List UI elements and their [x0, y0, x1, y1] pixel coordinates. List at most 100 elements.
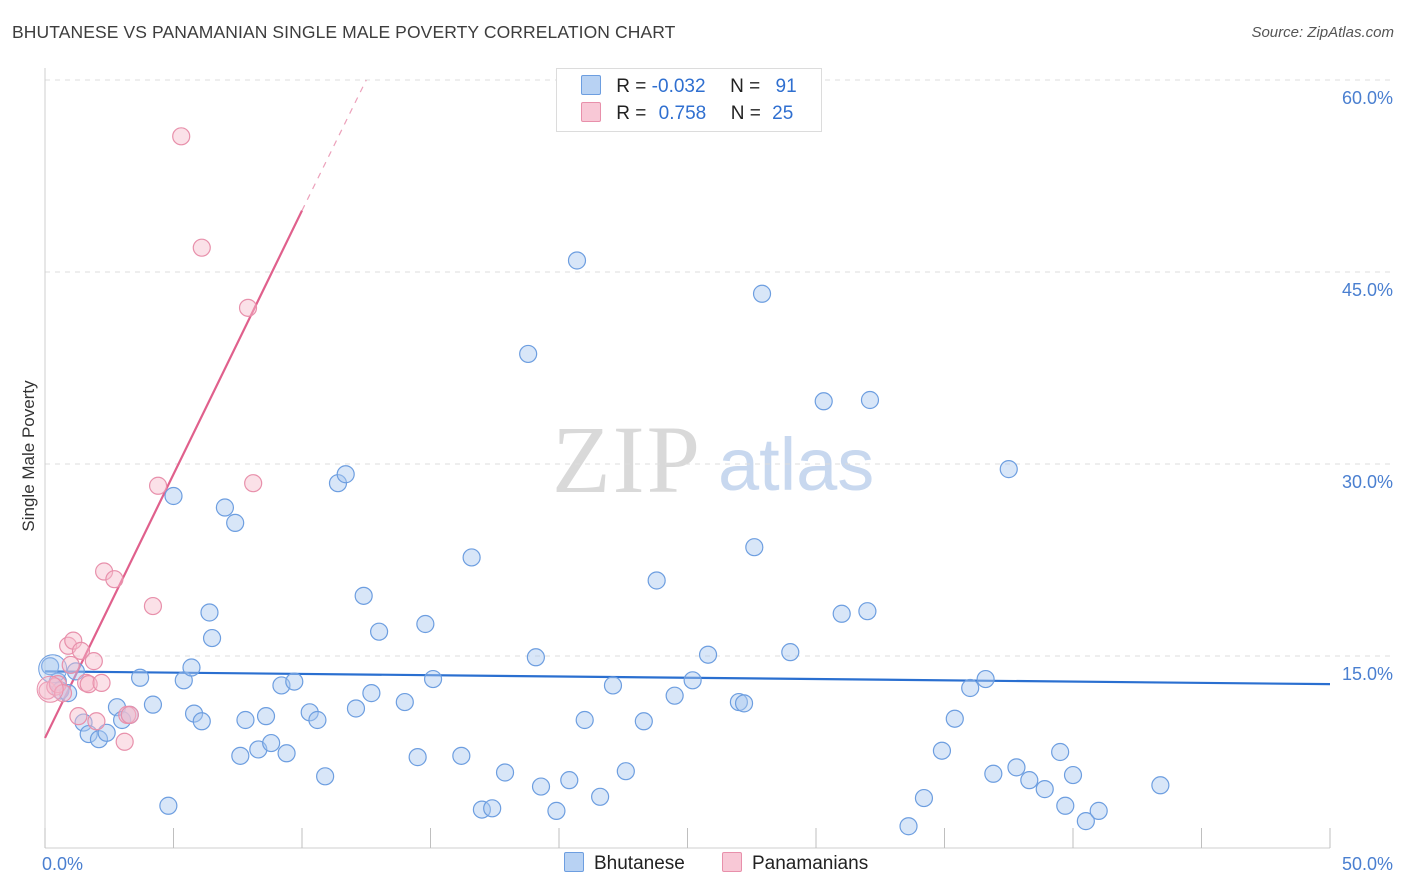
data-point — [192, 712, 211, 731]
data-point — [634, 712, 653, 731]
panamanian-swatch — [722, 852, 742, 872]
data-point — [1063, 765, 1083, 785]
data-point — [105, 570, 124, 589]
y-tick-label: 30.0% — [1342, 472, 1393, 492]
data-point — [914, 788, 934, 808]
x-tick-label: 0.0% — [42, 854, 83, 874]
data-point — [526, 648, 545, 667]
bhutanese-swatch — [581, 75, 601, 95]
data-point — [182, 658, 201, 677]
data-point — [984, 764, 1003, 783]
legend-n-value: 91 — [775, 76, 797, 97]
legend-r-label: R = — [616, 103, 647, 124]
legend-r-value: 0.758 — [658, 103, 707, 124]
watermark-zip: ZIP — [552, 406, 702, 513]
data-point — [226, 513, 245, 532]
panamanian-swatch — [581, 102, 601, 122]
data-point — [945, 709, 964, 728]
data-point — [976, 669, 995, 689]
data-point — [172, 127, 191, 146]
data-point — [832, 604, 851, 623]
data-point — [961, 678, 980, 698]
legend-r-value: -0.032 — [651, 76, 706, 97]
data-point — [665, 686, 684, 705]
axes — [44, 68, 1331, 849]
data-point — [71, 641, 91, 660]
data-point — [92, 673, 111, 692]
legend-r-label: R = — [616, 76, 647, 97]
y-tick-label: 15.0% — [1342, 664, 1393, 684]
data-point — [336, 465, 355, 484]
bhutanese-swatch — [564, 852, 584, 872]
data-point — [416, 614, 435, 634]
bottom-legend-label: Bhutanese — [594, 853, 685, 874]
data-point — [262, 733, 281, 753]
trendline-panamanians — [44, 210, 303, 739]
y-axis-label: Single Male Poverty — [19, 380, 38, 532]
data-point — [285, 672, 304, 691]
data-point — [745, 538, 764, 557]
data-point — [120, 705, 139, 724]
data-point — [362, 684, 381, 703]
data-point — [316, 767, 335, 786]
data-point — [531, 777, 551, 796]
data-point — [999, 460, 1018, 479]
bottom-legend-bhutanese: Bhutanese — [564, 852, 685, 875]
data-point — [567, 251, 587, 270]
data-point — [41, 657, 60, 676]
watermark: ZIP atlas — [552, 406, 874, 513]
data-point — [143, 695, 163, 714]
legend-n-label: N = — [730, 103, 761, 124]
legend-n-value: 25 — [772, 103, 794, 124]
data-point — [370, 622, 389, 641]
data-point — [36, 675, 64, 703]
data-point — [143, 596, 163, 616]
data-point — [408, 748, 427, 767]
data-point — [95, 562, 114, 581]
data-point — [860, 390, 880, 410]
data-point — [236, 710, 255, 730]
data-point — [87, 712, 106, 731]
data-point — [1051, 742, 1070, 762]
source-label: Source: ZipAtlas.com — [1251, 24, 1394, 41]
data-point — [560, 771, 579, 790]
data-point — [1007, 758, 1026, 777]
data-point — [495, 763, 515, 782]
trendline-panamanians-extension — [301, 79, 367, 211]
data-point — [115, 732, 134, 751]
data-point — [69, 707, 88, 726]
data-point — [1089, 801, 1108, 820]
x-tick-label: 50.0% — [1342, 854, 1393, 874]
data-point — [899, 817, 918, 836]
data-point — [423, 669, 443, 689]
data-point — [932, 741, 952, 760]
data-point — [858, 602, 877, 621]
data-point — [1056, 796, 1075, 815]
y-tick-label: 45.0% — [1342, 280, 1393, 300]
data-point — [164, 486, 183, 506]
data-point — [130, 668, 150, 687]
bottom-legend-label: Panamanians — [752, 853, 869, 874]
data-point — [159, 796, 178, 815]
data-point — [781, 643, 800, 662]
data-point — [1020, 771, 1039, 790]
data-point — [300, 703, 319, 722]
data-point — [647, 571, 666, 590]
correlation-legend: R = -0.032 N = 91 R = 0.758 N = 25 — [556, 68, 822, 132]
series-panamanians — [36, 127, 263, 751]
data-point — [1151, 776, 1170, 795]
data-point — [698, 645, 718, 664]
data-point — [1076, 812, 1095, 831]
data-point — [483, 799, 502, 818]
data-point — [452, 746, 471, 765]
tick-labels: 15.0% 30.0% 45.0% 60.0% 0.0% 50.0% Single Male… — [19, 88, 1393, 874]
data-point — [200, 603, 219, 622]
bottom-legend-panamanians: Panamanians — [722, 852, 868, 875]
data-point — [462, 548, 481, 567]
data-point — [752, 284, 772, 303]
data-point — [346, 699, 366, 718]
data-point — [591, 787, 610, 806]
data-point — [519, 344, 538, 364]
data-point — [603, 676, 623, 695]
